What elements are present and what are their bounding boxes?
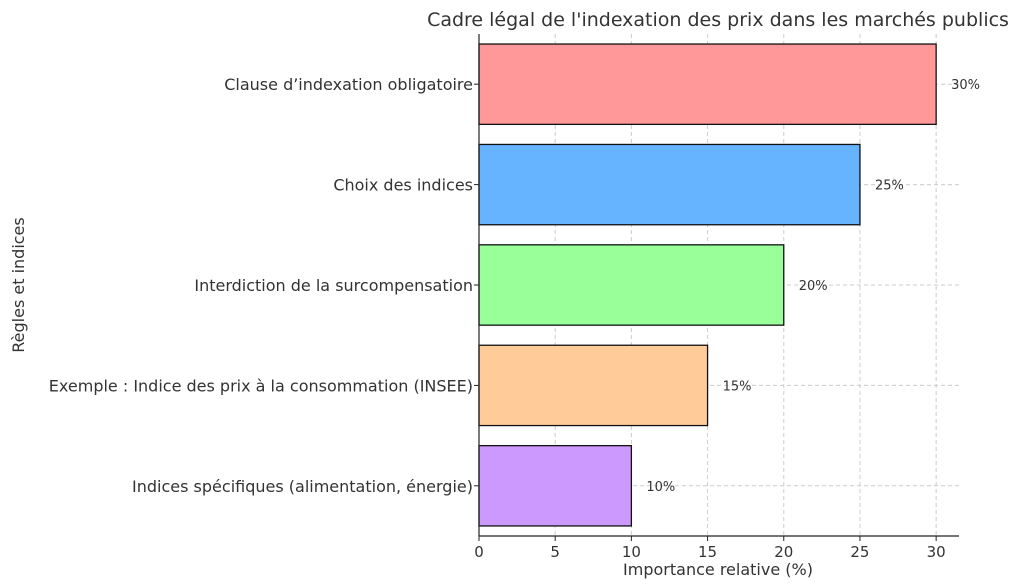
data-label: 15% [723,379,752,394]
y-axis-label: Règles et indices [9,217,28,352]
bar [478,244,785,326]
bar [478,344,709,427]
x-ticks: 0 5 10 15 20 25 30 [474,83,946,561]
x-tick-label: 25 [850,543,869,561]
x-axis-label: Importance relative (%) [623,560,813,579]
x-tick-label: 0 [474,543,484,561]
bar [478,43,937,126]
data-label: 20% [799,279,828,294]
category-label: Indices spécifiques (alimentation, énerg… [132,477,473,496]
data-label: 10% [646,480,675,495]
chart-title: Cadre légal de l'indexation des prix dan… [427,9,1009,31]
x-tick-label: 15 [698,543,717,561]
bar [478,143,861,226]
category-label: Interdiction de la surcompensation [194,276,473,295]
data-labels: 30% 25% 20% 15% 10% [646,78,980,495]
bar [478,444,633,527]
x-tick-label: 10 [622,543,641,561]
x-tick-label: 5 [550,543,560,561]
data-label: 25% [875,179,904,194]
x-tick-label: 30 [927,543,946,561]
category-labels: Clause d’indexation obligatoire Choix des… [49,75,473,496]
data-label: 30% [951,78,980,93]
category-label: Choix des indices [333,176,473,195]
x-tick-label: 20 [774,543,793,561]
category-label: Clause d’indexation obligatoire [224,75,473,94]
category-label: Exemple : Indice des prix à la consommat… [49,376,473,395]
